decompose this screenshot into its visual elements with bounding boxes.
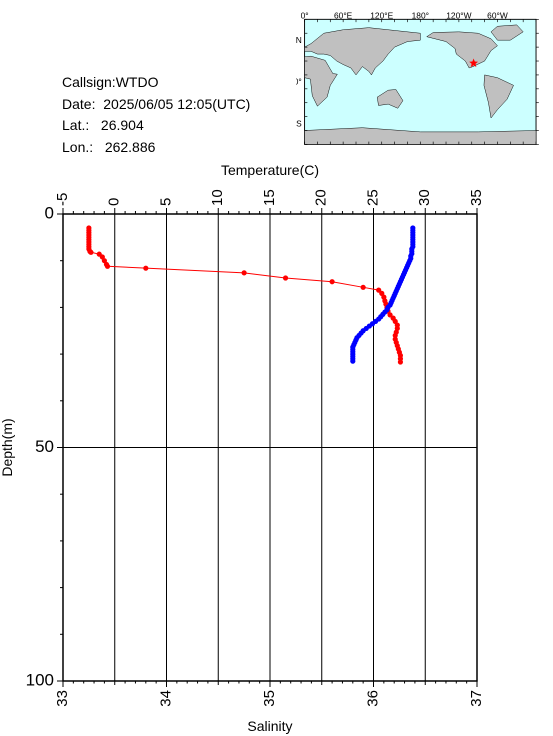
map-lon-label-3: 180°: [412, 10, 429, 20]
land-mass-5: [490, 24, 524, 41]
date-value: 2025/06/05 12:05(UTC): [103, 95, 251, 112]
series-0-point-18: [241, 270, 247, 276]
temp-tick-label-3: 10: [209, 189, 226, 206]
cast-info: Callsign:WTDO Date: 2025/06/05 12:05(UTC…: [62, 72, 250, 158]
lon-value: 262.886: [104, 138, 156, 155]
callsign-value: WTDO: [115, 74, 159, 90]
land-mass-3: [426, 31, 498, 69]
temp-tick-label-6: 25: [364, 189, 381, 206]
temp-tick-label-0: -5: [54, 193, 71, 206]
map-lon-label-0: 0°: [301, 10, 309, 20]
temp-tick-label-2: 5: [157, 198, 174, 206]
map-lat-label-1: 0°: [296, 77, 302, 87]
sal-tick-label-0: 33: [54, 690, 71, 707]
map-lon-label-5: 60°W: [487, 10, 508, 20]
chart-series: [86, 225, 416, 365]
series-0-point-11: [88, 249, 94, 255]
sal-tick-label-3: 36: [364, 690, 381, 707]
depth-axis-label: Depth(m): [0, 418, 15, 476]
temp-tick-label-4: 15: [261, 189, 278, 206]
temp-axis-label: Temperature(C): [221, 162, 319, 178]
land-mass-4: [483, 74, 514, 119]
lat-value: 26.904: [100, 117, 144, 133]
map-lon-label-4: 120°W: [446, 10, 471, 20]
land-mass-1: [304, 55, 338, 107]
sal-axis-label: Salinity: [247, 718, 292, 734]
lon-row: Lon.: 262.886: [62, 137, 250, 159]
sal-tick-label-1: 34: [157, 690, 174, 707]
series-0-point-22: [376, 287, 382, 293]
series-0-point-43: [397, 359, 404, 365]
lon-label: Lon.:: [62, 138, 94, 155]
series-0-point-17: [143, 265, 149, 271]
map-lon-label-1: 60°E: [334, 10, 353, 20]
map-land: [304, 24, 537, 145]
position-star-icon: [469, 58, 479, 67]
lat-row: Lat.: 26.904: [62, 115, 250, 137]
series-0-point-29: [387, 312, 393, 318]
position-marker: [469, 58, 479, 67]
temp-tick-label-7: 30: [416, 189, 433, 206]
series-0-point-35: [392, 332, 398, 339]
sal-tick-label-2: 35: [261, 690, 278, 707]
lat-label: Lat.:: [62, 117, 90, 133]
series-0-point-20: [329, 279, 335, 285]
callsign-row: Callsign:WTDO: [62, 72, 250, 94]
series-0-point-19: [282, 275, 289, 281]
series-0-point-16: [104, 263, 111, 269]
temp-tick-label-5: 20: [313, 189, 330, 206]
depth-tick-label-2: 100: [26, 670, 54, 689]
date-label: Date:: [62, 95, 96, 112]
series-1-point-57: [350, 358, 356, 364]
series-0-point-21: [360, 284, 366, 290]
depth-tick-label-1: 50: [35, 437, 54, 456]
temp-tick-label-8: 35: [468, 189, 485, 206]
date-row: Date: 2025/06/05 12:05(UTC): [62, 94, 250, 116]
land-mass-2: [376, 89, 404, 109]
callsign-label: Callsign:: [62, 74, 116, 90]
map-lon-label-2: 120°E: [370, 10, 393, 20]
sal-tick-label-4: 37: [468, 690, 485, 707]
temp-tick-label-1: 0: [106, 198, 123, 206]
depth-tick-label-0: 0: [45, 203, 54, 222]
chart-grid: [62, 213, 478, 682]
land-mass-0: [304, 27, 421, 76]
